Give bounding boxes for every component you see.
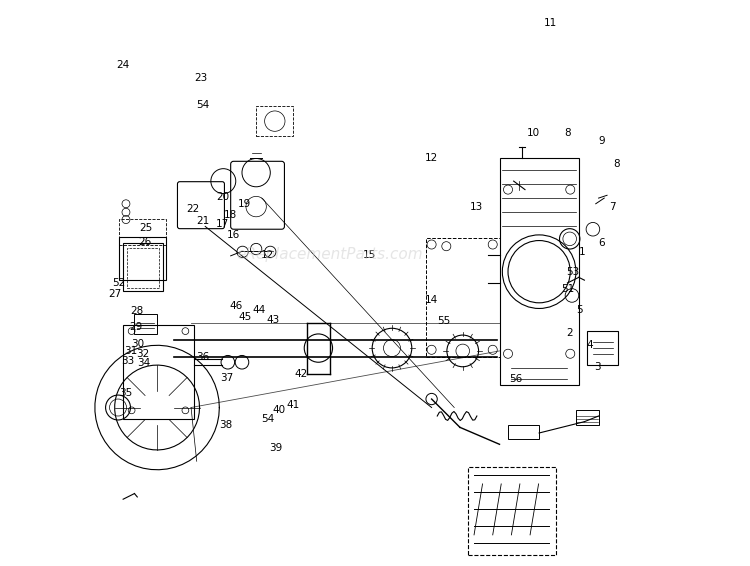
Text: 42: 42 — [295, 368, 308, 379]
Text: 20: 20 — [217, 192, 229, 202]
Text: 40: 40 — [272, 405, 285, 415]
Bar — [508, 424, 539, 439]
Text: 23: 23 — [194, 73, 207, 83]
Text: 16: 16 — [226, 230, 240, 240]
Text: 9: 9 — [598, 136, 604, 147]
Text: 32: 32 — [136, 349, 149, 359]
Text: 41: 41 — [286, 400, 300, 410]
Text: 39: 39 — [268, 443, 282, 453]
Text: 17: 17 — [215, 218, 229, 229]
Text: 29: 29 — [130, 322, 142, 332]
Text: 2: 2 — [566, 328, 573, 338]
Text: 3: 3 — [594, 362, 601, 372]
Text: 24: 24 — [116, 60, 129, 70]
Text: 55: 55 — [437, 316, 451, 327]
Text: 56: 56 — [509, 374, 522, 384]
Text: 8: 8 — [613, 159, 620, 169]
Text: 19: 19 — [238, 199, 251, 209]
Text: 13: 13 — [470, 201, 484, 212]
Text: 21: 21 — [196, 216, 209, 226]
Text: 38: 38 — [219, 419, 232, 430]
Text: 33: 33 — [122, 356, 135, 366]
Text: 44: 44 — [253, 305, 266, 315]
Text: 31: 31 — [124, 346, 137, 356]
Text: 12: 12 — [425, 153, 438, 164]
Text: 15: 15 — [363, 250, 376, 260]
Text: 18: 18 — [224, 210, 237, 220]
Text: 10: 10 — [527, 128, 540, 138]
Bar — [469, 467, 556, 555]
Text: 27: 27 — [108, 289, 122, 299]
Text: 28: 28 — [130, 306, 144, 316]
Text: 52: 52 — [112, 278, 126, 288]
Text: 37: 37 — [220, 373, 233, 383]
Text: 22: 22 — [186, 204, 200, 215]
Text: 53: 53 — [566, 267, 580, 277]
Text: 30: 30 — [130, 339, 144, 349]
Text: 14: 14 — [425, 295, 438, 305]
Bar — [119, 219, 166, 245]
Text: 26: 26 — [139, 237, 152, 247]
Text: 34: 34 — [137, 358, 151, 368]
Text: 46: 46 — [230, 301, 242, 311]
Text: 6: 6 — [598, 238, 604, 248]
Text: 5: 5 — [577, 305, 584, 315]
Bar — [426, 238, 500, 357]
Text: 12: 12 — [261, 250, 274, 260]
Bar — [256, 106, 293, 136]
Text: 54: 54 — [196, 100, 209, 110]
Text: 43: 43 — [266, 315, 280, 325]
Text: 11: 11 — [544, 18, 557, 28]
Text: 36: 36 — [196, 351, 209, 362]
Text: 4: 4 — [586, 340, 593, 350]
Text: 8: 8 — [564, 128, 571, 138]
Text: 1: 1 — [579, 247, 586, 257]
Text: eReplacementParts.com: eReplacementParts.com — [236, 247, 423, 262]
Text: 35: 35 — [119, 388, 133, 398]
Text: 7: 7 — [610, 201, 616, 212]
Text: 45: 45 — [238, 312, 251, 322]
Text: 25: 25 — [140, 222, 153, 233]
Text: 51: 51 — [561, 284, 574, 294]
Text: 54: 54 — [261, 414, 274, 424]
